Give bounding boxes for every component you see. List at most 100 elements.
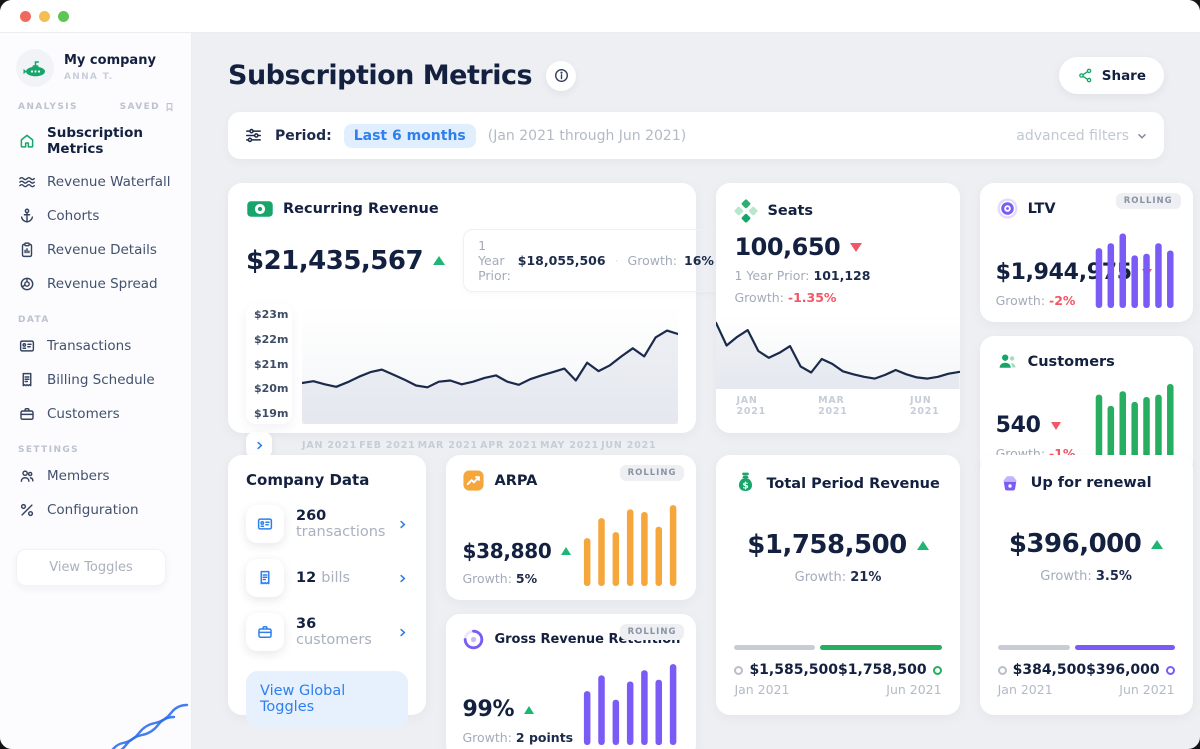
customers-bar-chart bbox=[1093, 377, 1176, 461]
tools-icon bbox=[20, 503, 34, 517]
seats-line-chart bbox=[716, 313, 960, 389]
settings-section-label: SETTINGS bbox=[18, 445, 80, 455]
seats-growth: Growth: -1.35% bbox=[734, 290, 837, 305]
view-toggles-button[interactable]: View Toggles bbox=[16, 549, 166, 586]
company-avatar bbox=[16, 49, 54, 87]
renewal-growth: Growth: 3.5% bbox=[1040, 569, 1132, 584]
chevron-down-icon bbox=[1138, 133, 1146, 139]
seats-prior: 1 Year Prior: 101,128 bbox=[734, 268, 871, 283]
sidebar-item-subscription-metrics[interactable]: Subscription Metrics bbox=[16, 117, 177, 165]
analysis-section-label: ANALYSIS SAVED bbox=[18, 101, 175, 113]
arpa-value: $38,880 bbox=[462, 539, 552, 563]
minimize-window-button[interactable] bbox=[39, 10, 50, 22]
trend-up-icon bbox=[1151, 539, 1164, 549]
renewal-start-date: Jan 2021 bbox=[997, 682, 1053, 697]
share-button[interactable]: Share bbox=[1058, 57, 1164, 94]
card-title: Total Period Revenue bbox=[766, 475, 940, 492]
sidebar-item-revenue-spread[interactable]: Revenue Spread bbox=[16, 267, 177, 301]
arpa-card: ROLLING ARPA $38,880 bbox=[446, 455, 697, 600]
chevron-right-icon bbox=[400, 574, 406, 582]
info-button[interactable] bbox=[546, 60, 577, 91]
advanced-filters-toggle[interactable]: advanced filters bbox=[1016, 128, 1148, 144]
bills-row[interactable]: 12 bills bbox=[246, 559, 408, 597]
grr-growth: Growth: 2 points bbox=[462, 730, 574, 745]
transactions-row[interactable]: 260 transactions bbox=[246, 505, 408, 543]
donut-icon bbox=[20, 277, 34, 291]
waves-icon bbox=[19, 176, 35, 188]
recurring-revenue-line-chart bbox=[302, 304, 679, 424]
card-title: Recurring Revenue bbox=[283, 201, 439, 217]
grr-bar-chart bbox=[580, 655, 680, 745]
recurring-revenue-card: Recurring Revenue $21,435,567 1 Year Pri… bbox=[228, 183, 729, 458]
bookmark-icon bbox=[166, 103, 173, 112]
start-marker-icon bbox=[997, 665, 1007, 675]
ltv-card: ROLLING LTV $1,944,975 bbox=[979, 183, 1193, 322]
receipt-icon bbox=[22, 372, 32, 387]
up-for-renewal-value: $396,000 bbox=[1008, 529, 1142, 559]
seats-value: 100,650 bbox=[734, 233, 841, 261]
user-name: ANNA T. bbox=[64, 71, 114, 82]
clipboard-icon bbox=[21, 242, 33, 258]
ltv-growth: Growth: -2% bbox=[995, 293, 1076, 308]
period-range: (Jan 2021 through Jun 2021) bbox=[487, 127, 687, 144]
card-icon bbox=[19, 340, 35, 352]
card-title: ARPA bbox=[494, 472, 538, 489]
users-icon bbox=[20, 470, 34, 482]
renewal-start: $384,500 bbox=[997, 662, 1086, 678]
customers-value: 540 bbox=[995, 413, 1041, 438]
chart-next-button[interactable] bbox=[246, 432, 272, 458]
renewal-end: $396,000 bbox=[1086, 662, 1175, 678]
period-value-pill[interactable]: Last 6 months bbox=[343, 123, 476, 148]
svg-text:$: $ bbox=[743, 481, 749, 491]
sidebar-item-members[interactable]: Members bbox=[16, 459, 177, 493]
rolling-badge: ROLLING bbox=[1115, 193, 1181, 209]
ltv-bar-chart bbox=[1093, 224, 1176, 308]
company-name: My company bbox=[64, 53, 156, 69]
trend-down-icon bbox=[1050, 421, 1061, 430]
card-title: Up for renewal bbox=[1030, 475, 1152, 491]
ltv-ring-icon bbox=[997, 198, 1018, 219]
briefcase-icon bbox=[20, 408, 34, 420]
trend-down-icon bbox=[850, 242, 863, 252]
tpr-start-date: Jan 2021 bbox=[734, 682, 790, 697]
tpr-end-date: Jun 2021 bbox=[886, 682, 942, 697]
period-label: Period: bbox=[275, 127, 332, 144]
tpr-start: $1,585,500 bbox=[734, 662, 838, 678]
x-axis-labels: JAN 2021 FEB 2021 MAR 2021 APR 2021 MAY … bbox=[302, 439, 657, 451]
chevron-right-icon bbox=[400, 520, 406, 528]
rolling-badge: ROLLING bbox=[619, 465, 685, 481]
sidebar-item-cohorts[interactable]: Cohorts bbox=[16, 199, 177, 233]
company-profile[interactable]: My company ANNA T. bbox=[16, 49, 177, 87]
seats-card: Seats 100,650 1 Year Prior: 101,128 Grow… bbox=[716, 183, 960, 433]
titlebar bbox=[0, 0, 1200, 33]
customers-row[interactable]: 36 customers bbox=[246, 613, 408, 651]
tpr-growth: Growth: 21% bbox=[794, 570, 882, 585]
close-window-button[interactable] bbox=[20, 10, 31, 22]
arpa-bar-chart bbox=[580, 496, 680, 586]
total-period-revenue-value: $1,758,500 bbox=[747, 530, 907, 560]
sidebar-item-revenue-details[interactable]: Revenue Details bbox=[16, 233, 177, 267]
receipt-icon bbox=[260, 570, 270, 585]
period-filter-bar: Period: Last 6 months (Jan 2021 through … bbox=[228, 112, 1164, 159]
sidebar-item-revenue-waterfall[interactable]: Revenue Waterfall bbox=[16, 165, 177, 199]
saved-label[interactable]: SAVED bbox=[120, 101, 175, 113]
up-for-renewal-card: Up for renewal $396,000 Growth: 3.5% bbox=[979, 455, 1193, 715]
anchor-icon bbox=[20, 208, 34, 223]
sidebar-item-customers[interactable]: Customers bbox=[16, 397, 177, 431]
banknote-icon bbox=[247, 201, 273, 217]
card-title: Seats bbox=[767, 203, 814, 219]
view-global-toggles-button[interactable]: View Global Toggles bbox=[246, 671, 409, 727]
page-title: Subscription Metrics bbox=[228, 60, 533, 91]
grr-value: 99% bbox=[462, 697, 515, 722]
end-marker-icon bbox=[1165, 665, 1175, 675]
arpa-trend-icon bbox=[463, 470, 485, 491]
chevron-right-icon bbox=[256, 441, 262, 449]
sidebar: My company ANNA T. ANALYSIS SAVED Subscr… bbox=[0, 33, 192, 749]
rolling-badge: ROLLING bbox=[619, 624, 685, 640]
zoom-window-button[interactable] bbox=[58, 10, 69, 22]
sidebar-item-transactions[interactable]: Transactions bbox=[16, 329, 177, 363]
sidebar-item-configuration[interactable]: Configuration bbox=[16, 493, 177, 527]
info-icon bbox=[554, 69, 568, 82]
sidebar-item-billing-schedule[interactable]: Billing Schedule bbox=[16, 363, 177, 397]
